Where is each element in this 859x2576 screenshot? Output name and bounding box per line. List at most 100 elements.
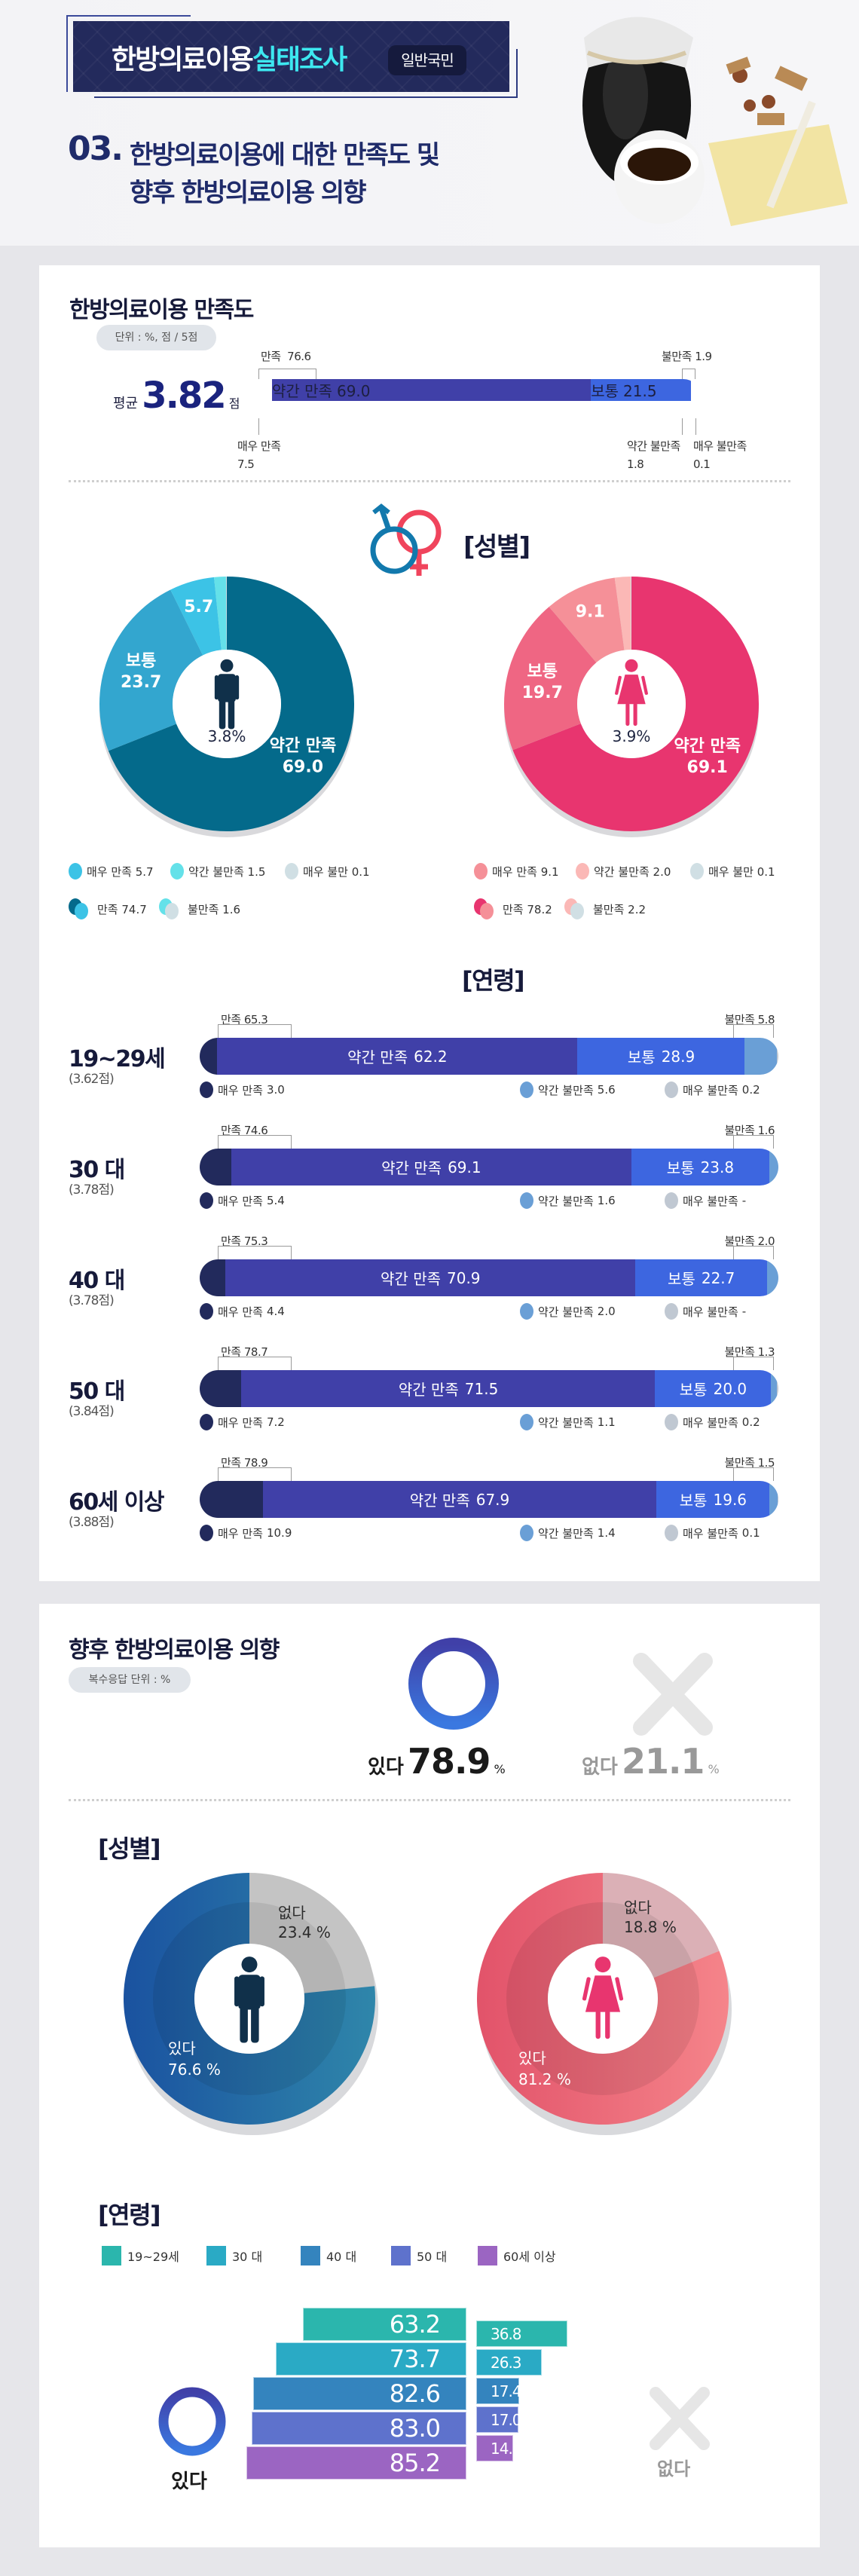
bar-segment: 약간 만족 69.0	[272, 379, 592, 401]
bar-segment: 보통 23.8	[631, 1149, 770, 1186]
legend-swatch	[102, 2246, 121, 2265]
legend-value: 0.2	[741, 1083, 760, 1097]
age-legend-item: 매우 불만족 0.2	[665, 1081, 760, 1098]
banner-underline	[94, 96, 518, 98]
segment-value: 21.5	[623, 382, 657, 400]
yes-value: 76.6 %	[168, 2060, 221, 2079]
bar-segment	[200, 1149, 231, 1186]
leader-line	[695, 418, 696, 435]
yes-bar: 85.2	[246, 2446, 466, 2480]
very-satisfied-label: 매우 만족 7.5	[237, 439, 281, 471]
dissatisfied-bracket	[733, 1246, 774, 1259]
legend-swatch	[520, 1081, 533, 1098]
legend-label: 매우 불만족	[683, 1526, 738, 1540]
legend-label: 매우 불만 0.1	[708, 864, 775, 879]
legend-swatch	[690, 863, 704, 880]
age-legend-item: 약간 불만족 1.4	[520, 1525, 616, 1541]
legend-item: 약간 불만족 1.5	[170, 863, 265, 880]
segment-label: 보통	[668, 1270, 695, 1288]
legend-label: 매우 만족	[218, 1526, 263, 1540]
legend-swatch	[200, 1081, 213, 1098]
dissatisfied-total: 불만족 1.3	[724, 1345, 775, 1359]
x-no-icon	[650, 2387, 710, 2450]
no-label: 없다	[278, 1904, 306, 1922]
segment-value: 22.7	[701, 1268, 735, 1287]
average-value: 3.82	[142, 375, 226, 417]
legend-swatch	[665, 1081, 678, 1098]
segment-value: 69.1	[448, 1158, 481, 1176]
legend-swatch	[520, 1525, 533, 1541]
legend-swatch	[520, 1303, 533, 1320]
satisfied-bracket	[218, 1024, 292, 1038]
satisfied-total: 만족 65.3	[221, 1013, 268, 1026]
age-group-name: 50 대	[69, 1378, 125, 1405]
legend-label: 매우 만족 5.7	[87, 864, 154, 879]
legend-label: 약간 불만족	[538, 1526, 594, 1540]
satisfied-total: 만족 75.3	[221, 1234, 268, 1248]
section-number: 03.	[68, 130, 124, 168]
segment-label: 보통	[591, 382, 619, 400]
legend-swatch	[170, 863, 184, 880]
legend-label: 매우 불만 0.1	[303, 864, 370, 879]
yes-label: 있다	[168, 2039, 196, 2057]
legend-value: 1.4	[597, 1526, 616, 1540]
satisfied-total: 만족 78.7	[221, 1345, 268, 1359]
legend-label: 매우 만족 9.1	[492, 864, 559, 879]
legend-value: 1.6	[597, 1194, 616, 1207]
legend-item: 60세 이상	[478, 2246, 556, 2265]
legend-swatch	[665, 1414, 678, 1430]
segment-value: 71.5	[464, 1379, 499, 1398]
banner-title: 한방의료이용실태조사	[112, 44, 347, 75]
bar-segment: 보통 19.6	[656, 1481, 770, 1518]
age-group-score: (3.84점)	[69, 1404, 115, 1419]
legend-value: 5.4	[266, 1194, 285, 1207]
age-legend-item: 매우 불만족 0.2	[665, 1414, 760, 1430]
page-title-line1: 한방의료이용에 대한 만족도 및	[130, 140, 440, 170]
legend-swatch	[474, 898, 498, 919]
age-legend-item: 매우 만족 10.9	[200, 1525, 292, 1541]
legend-label: 60세 이상	[503, 2250, 556, 2264]
average-unit: 점	[228, 396, 240, 411]
intent-no-total: 없다 21.1 %	[582, 1741, 720, 1782]
age-group-name: 40 대	[69, 1268, 125, 1294]
legend-item: 매우 만족 5.7	[69, 863, 154, 880]
intent-age-title: [연령]	[98, 2201, 161, 2229]
age-legend-item: 약간 불만족 1.1	[520, 1414, 616, 1430]
page-title-line2: 향후 한방의료이용 의향	[130, 178, 366, 208]
divider	[69, 480, 790, 482]
satisfied-total: 만족 78.9	[221, 1456, 268, 1470]
legend-swatch	[576, 863, 589, 880]
dissatisfied-total: 불만족 5.8	[724, 1013, 775, 1026]
gender-symbols-icon	[370, 503, 442, 576]
yes-label: 있다	[171, 2470, 207, 2493]
bar-segment	[777, 1370, 778, 1407]
segment-label: 보통	[679, 1381, 708, 1399]
age-legend-item: 약간 불만족 5.6	[520, 1081, 616, 1098]
bar-segment: 약간 만족 69.1	[231, 1149, 632, 1186]
intent-unit-badge: 복수응답 단위 : %	[69, 1667, 191, 1693]
legend-item: 30 대	[206, 2246, 262, 2265]
no-bar: 17.4	[476, 2378, 522, 2404]
bar-segment	[769, 1149, 778, 1186]
yes-bar: 63.2	[303, 2308, 466, 2341]
dissatisfied-total: 불만족 1.5	[724, 1456, 775, 1470]
bar-segment	[200, 1259, 226, 1296]
legend-swatch	[474, 863, 488, 880]
age-legend-item: 매우 만족 3.0	[200, 1081, 285, 1098]
x-no-icon	[633, 1653, 713, 1736]
somewhat-dissatisfied-label: 약간 불만족 1.8	[627, 439, 680, 471]
satisfied-bracket	[218, 1246, 292, 1259]
bar-segment	[744, 1038, 778, 1075]
bar-segment: 보통 20.0	[655, 1370, 772, 1407]
satisfied-bracket	[218, 1357, 292, 1370]
intent-title: 향후 한방의료이용 의향	[69, 1637, 280, 1663]
age-legend-item: 매우 만족 5.4	[200, 1192, 285, 1209]
legend-label: 매우 불만족	[683, 1305, 738, 1319]
legend-label: 매우 만족	[218, 1083, 263, 1097]
legend-swatch	[665, 1525, 678, 1541]
bar-segment: 보통 28.9	[577, 1038, 745, 1075]
bar-segment	[200, 1370, 242, 1407]
legend-label: 매우 불만족	[683, 1194, 738, 1208]
legend-item: 만족 74.7	[69, 898, 147, 919]
age-legend-item: 약간 불만족 2.0	[520, 1303, 616, 1320]
